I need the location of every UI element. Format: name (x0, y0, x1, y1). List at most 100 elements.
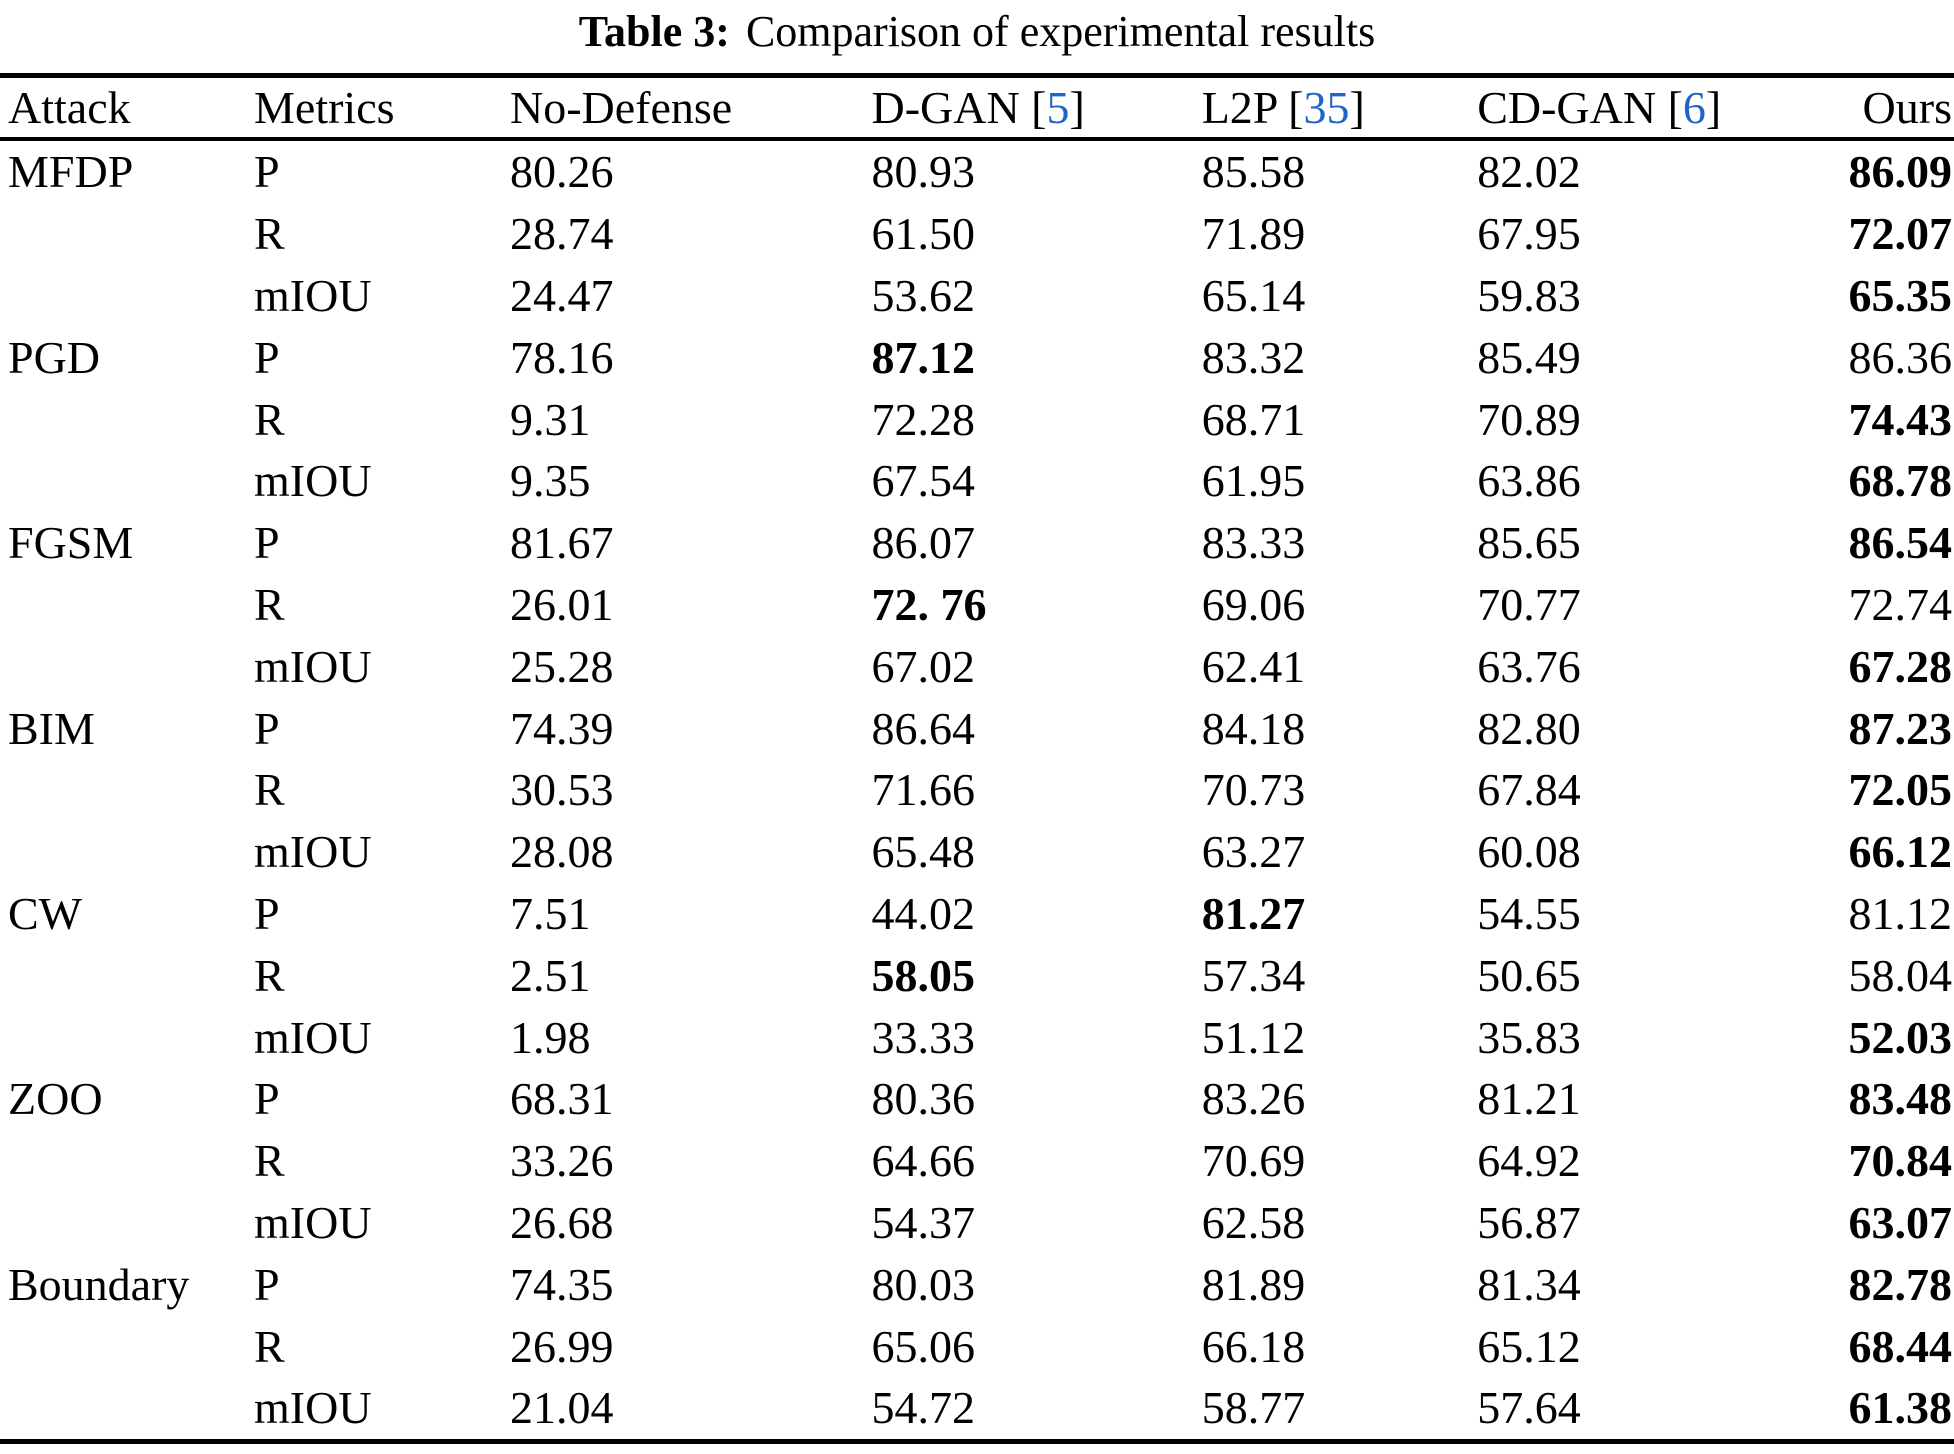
citation-link[interactable]: 35 (1303, 82, 1350, 133)
table-row: R 26.99 65.06 66.18 65.12 68.44 (0, 1315, 1954, 1377)
attack-cell (0, 574, 254, 636)
value-cell: 26.68 (509, 1196, 614, 1248)
value-cell: 67.95 (1477, 208, 1581, 260)
value-cell: 68.31 (509, 1073, 614, 1125)
metric-cell: P (254, 331, 280, 383)
table-row: MFDP P 80.26 80.93 85.58 82.02 86.09 (0, 139, 1954, 203)
value-cell: 66.12 (1848, 826, 1953, 878)
attack-cell (0, 1130, 254, 1192)
caption-text: Comparison of experimental results (745, 7, 1376, 56)
value-cell: 81.27 (1201, 887, 1306, 939)
value-cell: 52.03 (1848, 1011, 1953, 1063)
metric-cell: mIOU (254, 1382, 372, 1434)
column-header-cd-gan: CD-GAN [6] (1477, 82, 1722, 133)
value-cell: 72.07 (1848, 208, 1953, 260)
attack-cell (0, 265, 254, 327)
column-header-l2p: L2P [35] (1201, 82, 1365, 133)
value-cell: 71.89 (1201, 208, 1306, 260)
value-cell: 60.08 (1477, 826, 1581, 878)
column-header-no-defense: No-Defense (510, 76, 871, 140)
value-cell: 87.23 (1848, 702, 1953, 754)
table-row: PGD P 78.16 87.12 83.32 85.49 86.36 (0, 326, 1954, 388)
attack-cell (0, 1377, 254, 1441)
value-cell: 71.66 (871, 764, 975, 816)
table-body: MFDP P 80.26 80.93 85.58 82.02 86.09 R 28.74 61.5… (0, 139, 1954, 1441)
table-row: R 2.51 58.05 57.34 50.65 58.04 (0, 944, 1954, 1006)
value-cell: 30.53 (509, 764, 614, 816)
value-cell: 21.04 (509, 1382, 614, 1434)
table-row: mIOU 1.98 33.33 51.12 35.83 52.03 (0, 1006, 1954, 1068)
value-cell: 85.65 (1477, 517, 1581, 569)
metric-cell: mIOU (254, 1011, 372, 1063)
citation-link[interactable]: 6 (1682, 82, 1706, 133)
value-cell: 70.73 (1201, 764, 1306, 816)
value-cell: 25.28 (509, 640, 614, 692)
value-cell: 54.37 (871, 1196, 975, 1248)
metric-cell: P (254, 1258, 280, 1310)
value-cell: 74.39 (509, 702, 614, 754)
value-cell: 83.32 (1201, 331, 1306, 383)
value-cell: 83.26 (1201, 1073, 1306, 1125)
column-header-metrics: Metrics (254, 76, 510, 140)
table-row: mIOU 24.47 53.62 65.14 59.83 65.35 (0, 265, 1954, 327)
value-cell: 78.16 (509, 331, 614, 383)
results-table: Attack Metrics No-Defense D-GAN [5] L2P [35]… (0, 73, 1954, 1444)
attack-cell: CW (8, 887, 83, 939)
value-cell: 63.27 (1201, 826, 1306, 878)
metric-cell: P (254, 887, 280, 939)
value-cell: 70.69 (1201, 1135, 1306, 1187)
value-cell: 80.36 (871, 1073, 975, 1125)
value-cell: 81.34 (1477, 1258, 1581, 1310)
value-cell: 80.03 (871, 1258, 975, 1310)
value-cell: 59.83 (1477, 269, 1581, 321)
value-cell: 63.76 (1477, 640, 1581, 692)
table-row: R 26.01 72. 76 69.06 70.77 72.74 (0, 574, 1954, 636)
value-cell: 9.31 (509, 393, 591, 445)
attack-cell (0, 1315, 254, 1377)
value-cell: 61.95 (1201, 455, 1306, 507)
value-cell: 65.14 (1201, 269, 1306, 321)
value-cell: 58.04 (1848, 949, 1953, 1001)
metric-cell: R (254, 1320, 285, 1372)
value-cell: 2.51 (509, 949, 591, 1001)
value-cell: 72.74 (1848, 578, 1953, 630)
value-cell: 1.98 (509, 1011, 591, 1063)
attack-cell: Boundary (8, 1258, 190, 1310)
citation-link[interactable]: 5 (1046, 82, 1070, 133)
value-cell: 67.28 (1848, 640, 1953, 692)
metric-cell: mIOU (254, 269, 372, 321)
metric-cell: P (254, 517, 280, 569)
column-header-attack: Attack (0, 76, 254, 140)
value-cell: 83.33 (1201, 517, 1306, 569)
value-cell: 65.06 (871, 1320, 975, 1372)
attack-cell (0, 759, 254, 821)
column-label: D-GAN (871, 82, 1020, 133)
value-cell: 57.34 (1201, 949, 1306, 1001)
value-cell: 70.89 (1477, 393, 1581, 445)
value-cell: 28.08 (509, 826, 614, 878)
metric-cell: mIOU (254, 826, 372, 878)
value-cell: 65.12 (1477, 1320, 1581, 1372)
value-cell: 87.12 (871, 331, 975, 383)
value-cell: 44.02 (871, 887, 975, 939)
value-cell: 57.64 (1477, 1382, 1581, 1434)
metric-cell: R (254, 208, 285, 260)
value-cell: 68.71 (1201, 393, 1306, 445)
value-cell: 54.55 (1477, 887, 1581, 939)
value-cell: 81.67 (509, 517, 614, 569)
attack-cell (0, 1192, 254, 1254)
table-caption: Table 3: Comparison of experimental resul… (0, 0, 1954, 59)
column-label: Attack (8, 82, 131, 133)
column-label: Metrics (254, 82, 395, 133)
value-cell: 63.86 (1477, 455, 1581, 507)
value-cell: 80.93 (871, 146, 975, 198)
value-cell: 64.92 (1477, 1135, 1581, 1187)
attack-cell: FGSM (8, 517, 134, 569)
value-cell: 81.89 (1201, 1258, 1306, 1310)
table-row: mIOU 28.08 65.48 63.27 60.08 66.12 (0, 821, 1954, 883)
value-cell: 86.64 (871, 702, 975, 754)
table-row: mIOU 25.28 67.02 62.41 63.76 67.28 (0, 635, 1954, 697)
value-cell: 82.80 (1477, 702, 1581, 754)
value-cell: 72.05 (1848, 764, 1953, 816)
attack-cell: ZOO (8, 1073, 103, 1125)
